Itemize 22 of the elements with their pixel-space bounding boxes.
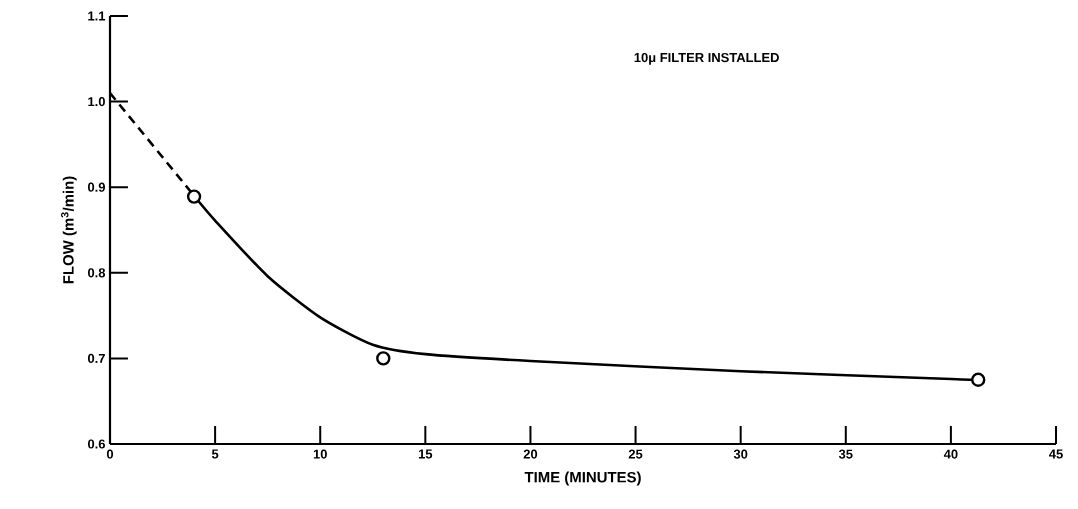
x-tick-label: 15 (418, 449, 433, 459)
x-tick-label: 20 (523, 449, 538, 459)
x-tick-label: 35 (838, 449, 853, 459)
point (186, 189, 202, 204)
y-tick-label: 0.9 (88, 182, 105, 192)
x-tick-label: 5 (211, 449, 219, 459)
x-axis-title: TIME (MINUTES) (524, 471, 641, 486)
x-tick-label: 40 (943, 449, 958, 459)
y-axis-title: FLOW (m$^{3}$/min) (61, 176, 77, 284)
y-tick-label: 0.8 (88, 268, 106, 278)
y-tick-label: 0.7 (88, 353, 105, 363)
x-tick-label: 10 (313, 449, 327, 459)
y-tick-label: 1.0 (88, 97, 105, 107)
y-tick-label: 0.6 (88, 439, 106, 449)
x-tick-label: 0 (106, 449, 114, 459)
point (376, 351, 391, 366)
x-tick-label: 45 (1049, 449, 1063, 459)
y-tick-label: 1.1 (88, 11, 106, 21)
x-tick-label: 30 (733, 449, 748, 459)
point (971, 372, 986, 387)
x-tick-label: 25 (628, 449, 643, 459)
annotation: 10μ FILTER INSTALLED (634, 52, 779, 65)
